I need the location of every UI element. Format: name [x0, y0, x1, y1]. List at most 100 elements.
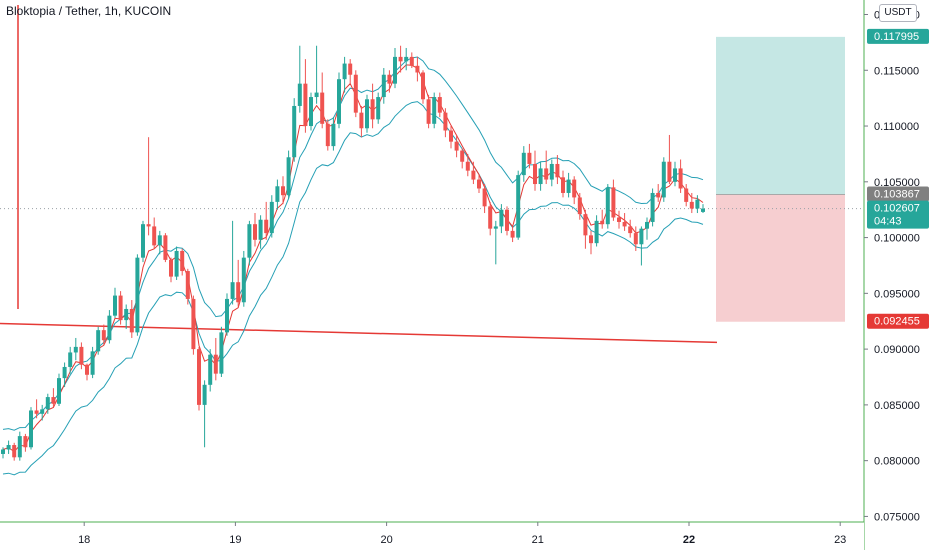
entry-price-label-box: [867, 186, 929, 202]
candle-body: [393, 56, 397, 84]
candle: [320, 72, 325, 129]
candle: [141, 220, 145, 263]
candle-body: [370, 99, 375, 120]
candle: [594, 215, 599, 247]
target-zone: [716, 36, 845, 195]
candle-body: [275, 186, 280, 202]
candle: [269, 195, 274, 238]
candle-body: [247, 224, 252, 258]
candle: [561, 170, 565, 198]
target-price-label: 0.117995: [867, 28, 929, 44]
candle-body: [583, 214, 588, 236]
candle: [309, 92, 313, 131]
candle: [538, 161, 543, 191]
candle-body: [661, 161, 666, 198]
candle: [68, 346, 73, 374]
candle: [454, 134, 459, 158]
candle-body: [337, 79, 341, 124]
symbol-title[interactable]: Bloktopia / Tether, 1h, KUCOIN: [6, 4, 172, 18]
candle-body: [381, 74, 386, 98]
candle: [6, 440, 11, 454]
candle: [51, 388, 56, 408]
candle: [533, 150, 537, 191]
candle-body: [628, 226, 633, 234]
candle: [667, 134, 672, 185]
candle-body: [51, 397, 56, 404]
candle-body: [348, 63, 353, 75]
candle: [555, 155, 560, 185]
candle: [23, 433, 28, 452]
candle-body: [17, 436, 22, 458]
candle-body: [241, 257, 246, 303]
candle-body: [549, 163, 554, 180]
support-trendline[interactable]: [0, 322, 718, 344]
candle-body: [1, 449, 5, 454]
candle-body: [449, 130, 453, 142]
candle: [101, 324, 106, 345]
candle-body: [202, 384, 207, 405]
candle: [589, 230, 593, 255]
candle: [281, 176, 285, 205]
candle-body: [510, 230, 515, 238]
candle-body: [387, 74, 392, 84]
price-axis-bg: [864, 0, 932, 550]
candle-body: [118, 295, 123, 321]
candle-body: [572, 179, 577, 198]
candle: [426, 94, 431, 129]
candle: [544, 150, 549, 185]
candle: [415, 56, 420, 82]
candle-body: [197, 349, 201, 405]
candle-body: [471, 170, 476, 180]
candle-body: [605, 187, 610, 225]
candle-body: [678, 168, 683, 189]
currency-button[interactable]: USDT: [879, 4, 917, 22]
candle-body: [320, 92, 325, 124]
candle-body: [331, 123, 336, 147]
candle-body: [281, 186, 285, 196]
candle: [353, 70, 358, 118]
candle-body: [443, 112, 448, 131]
candle: [157, 230, 162, 255]
candle-body: [527, 152, 532, 164]
candle-body: [29, 410, 33, 448]
candle-body: [79, 346, 84, 365]
candle-body: [45, 397, 50, 410]
candle: [572, 176, 577, 205]
candle: [656, 184, 661, 202]
price-tick-label: 0.075000: [874, 511, 920, 523]
entry-price-label-text: 0.103867: [874, 188, 920, 200]
candle: [449, 126, 453, 149]
candle-body: [309, 97, 313, 127]
candle-body: [146, 224, 151, 227]
candle: [79, 342, 84, 370]
time-tick-label: 21: [532, 534, 544, 546]
candle: [684, 184, 689, 207]
candle: [163, 233, 168, 263]
price-tick-label: 0.110000: [874, 121, 919, 133]
time-tick-label: 19: [229, 534, 241, 546]
candle-body: [611, 187, 616, 218]
price-tick-label: 0.105000: [874, 177, 920, 189]
time-axis[interactable]: 18 19 20 21 22 23: [0, 521, 864, 550]
candle-body: [589, 235, 593, 244]
candle: [404, 47, 409, 71]
candle-body: [269, 201, 274, 234]
candle: [264, 201, 269, 240]
price-axis[interactable]: 0.1200000.1150000.1100000.1050000.100000…: [863, 0, 932, 550]
candle-body: [639, 228, 644, 245]
candle-body: [325, 123, 330, 147]
candle: [549, 159, 554, 187]
candle: [202, 380, 207, 448]
candle: [639, 226, 644, 266]
last-price-label-text: 04:43: [874, 216, 902, 228]
candle-body: [342, 63, 347, 80]
candle-body: [673, 168, 677, 182]
candle: [208, 349, 213, 392]
target-price-label-box: [867, 28, 929, 44]
candle: [678, 159, 683, 193]
candle: [325, 119, 330, 151]
candle: [477, 175, 481, 193]
